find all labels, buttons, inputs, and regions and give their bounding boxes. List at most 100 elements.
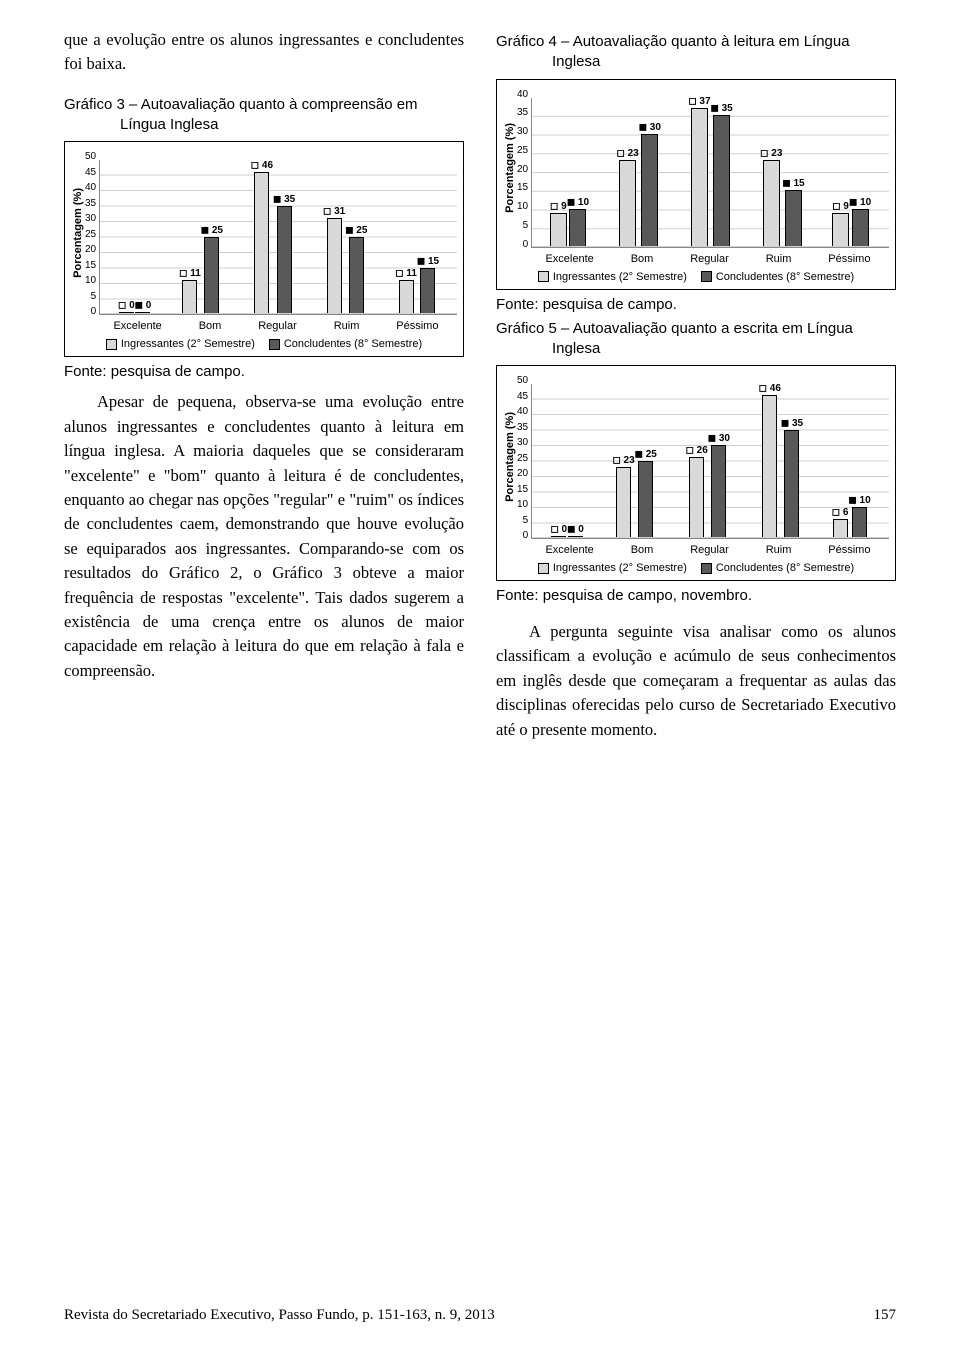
- chart4-source: Fonte: pesquisa de campo.: [496, 296, 896, 313]
- y-ticks: 05101520253035404550: [517, 376, 531, 541]
- bar-value-label: ◼ 15: [417, 257, 439, 267]
- bar-value-label: ◻ 9: [550, 202, 567, 212]
- x-tick-label: Péssimo: [828, 544, 870, 556]
- bar-group: ◻ 0 ◼ 0: [550, 525, 583, 538]
- bar-value-label: ◻ 46: [251, 161, 273, 171]
- bar-series1: [689, 457, 704, 538]
- bar-value-label: ◼ 10: [849, 198, 871, 208]
- bar-group: ◻ 46 ◼ 35: [759, 384, 803, 538]
- x-tick-label: Bom: [631, 544, 654, 556]
- bar-series2: [277, 206, 292, 315]
- bar-series1: [327, 218, 342, 314]
- bar-group: ◻ 9 ◼ 10: [832, 198, 871, 247]
- footer-page-number: 157: [874, 1307, 897, 1324]
- bar-value-label: ◼ 30: [708, 434, 730, 444]
- legend-item-s2: Concludentes (8° Semestre): [269, 338, 422, 350]
- left-para-2: Apesar de pequena, observa-se uma evoluç…: [64, 390, 464, 683]
- bar-series2: [638, 461, 653, 539]
- legend-item-s1: Ingressantes (2° Semestre): [106, 338, 255, 350]
- bar-value-label: ◼ 10: [567, 198, 589, 208]
- y-axis-label: Porcentagem (%): [503, 123, 517, 213]
- x-tick-label: Ruim: [334, 320, 360, 332]
- bar-group: ◻ 46 ◼ 35: [251, 161, 295, 315]
- bar-group: ◻ 23 ◼ 15: [760, 149, 804, 246]
- bar-series1: [399, 280, 414, 314]
- footer-citation: Revista do Secretariado Executivo, Passo…: [64, 1307, 495, 1324]
- y-axis-label: Porcentagem (%): [71, 188, 85, 278]
- bar-series2: [711, 445, 726, 538]
- bar-group: ◻ 11 ◼ 25: [179, 226, 223, 315]
- y-ticks: 0510152025303540: [517, 90, 531, 250]
- bar-value-label: ◼ 10: [848, 496, 870, 506]
- x-tick-label: Excelente: [545, 544, 593, 556]
- bar-series2: [568, 536, 583, 538]
- x-tick-label: Regular: [690, 544, 729, 556]
- x-tick-label: Regular: [258, 320, 297, 332]
- bar-value-label: ◼ 0: [135, 301, 152, 311]
- bar-value-label: ◻ 37: [688, 97, 710, 107]
- bar-series1: [691, 108, 708, 247]
- chart5-source: Fonte: pesquisa de campo, novembro.: [496, 587, 896, 604]
- chart3: Porcentagem (%) 05101520253035404550 ◻ 0…: [64, 141, 464, 357]
- bar-group: ◻ 6 ◼ 10: [832, 496, 871, 538]
- plot-area: ◻ 0 ◼ 0 ◻ 23 ◼ 25: [531, 384, 889, 539]
- y-ticks: 05101520253035404550: [85, 152, 99, 317]
- x-tick-label: Ruim: [766, 544, 792, 556]
- bar-value-label: ◼ 25: [635, 450, 657, 460]
- footer: Revista do Secretariado Executivo, Passo…: [64, 1307, 896, 1324]
- bar-value-label: ◻ 0: [550, 525, 567, 535]
- x-axis: Excelente Bom Regular Ruim Péssimo: [503, 544, 889, 556]
- chart5-title: Gráfico 5 – Autoavaliação quanto a escri…: [552, 319, 896, 360]
- right-para-1: A pergunta seguinte visa analisar como o…: [496, 620, 896, 742]
- bar-series2: [785, 190, 802, 246]
- bar-series2: [349, 237, 364, 315]
- bar-value-label: ◻ 23: [760, 149, 782, 159]
- bar-series2: [713, 115, 730, 246]
- bar-series1: [616, 467, 631, 538]
- bar-value-label: ◻ 0: [118, 301, 135, 311]
- chart4: Porcentagem (%) 0510152025303540 ◻ 9 ◼ 1…: [496, 79, 896, 290]
- bar-series1: [619, 160, 636, 246]
- x-tick-label: Bom: [199, 320, 222, 332]
- chart4-title: Gráfico 4 – Autoavaliação quanto à leitu…: [552, 32, 896, 73]
- legend-item-s1: Ingressantes (2° Semestre): [538, 562, 687, 574]
- bar-value-label: ◼ 30: [639, 123, 661, 133]
- chart3-title: Gráfico 3 – Autoavaliação quanto à compr…: [120, 95, 464, 136]
- bar-group: ◻ 26 ◼ 30: [686, 434, 730, 538]
- left-para-1: que a evolução entre os alunos ingressan…: [64, 28, 464, 77]
- bar-series2: [569, 209, 586, 247]
- chart5: Porcentagem (%) 05101520253035404550 ◻ 0…: [496, 365, 896, 581]
- bar-series1: [551, 536, 566, 538]
- legend: Ingressantes (2° Semestre) Concludentes …: [503, 562, 889, 574]
- bar-series2: [852, 209, 869, 247]
- bar-group: ◻ 0 ◼ 0: [118, 301, 151, 314]
- bar-value-label: ◻ 31: [323, 207, 345, 217]
- bar-value-label: ◻ 6: [832, 508, 849, 518]
- bar-value-label: ◻ 23: [612, 456, 634, 466]
- bar-series1: [832, 213, 849, 247]
- bar-value-label: ◼ 35: [273, 195, 295, 205]
- legend: Ingressantes (2° Semestre) Concludentes …: [71, 338, 457, 350]
- chart3-source: Fonte: pesquisa de campo.: [64, 363, 464, 380]
- x-axis: ExcelenteBomRegularRuimPéssimo: [71, 320, 457, 332]
- plot-area: ◻ 0 ◼ 0 ◻ 11 ◼ 25: [99, 160, 457, 315]
- bar-group: ◻ 31 ◼ 25: [323, 207, 367, 314]
- x-tick-label: Péssimo: [396, 320, 438, 332]
- x-axis: ExcelenteBomRegularRuimPéssimo: [503, 253, 889, 265]
- bar-value-label: ◼ 25: [201, 226, 223, 236]
- bar-series2: [135, 312, 150, 314]
- bar-value-label: ◼ 15: [782, 179, 804, 189]
- y-axis-label: Porcentagem (%): [503, 412, 517, 502]
- x-tick-label: Péssimo: [828, 253, 870, 265]
- bar-value-label: ◻ 46: [759, 384, 781, 394]
- bar-group: ◻ 37 ◼ 35: [688, 97, 732, 247]
- bar-group: ◻ 23 ◼ 30: [616, 123, 660, 247]
- bar-value-label: ◻ 9: [832, 202, 849, 212]
- bar-value-label: ◼ 35: [781, 419, 803, 429]
- legend-item-s2: Concludentes (8° Semestre): [701, 562, 854, 574]
- bar-value-label: ◻ 11: [395, 269, 417, 279]
- bar-group: ◻ 11 ◼ 15: [395, 257, 439, 315]
- bar-group: ◻ 9 ◼ 10: [550, 198, 589, 247]
- bar-value-label: ◻ 11: [179, 269, 201, 279]
- bar-value-label: ◻ 26: [686, 446, 708, 456]
